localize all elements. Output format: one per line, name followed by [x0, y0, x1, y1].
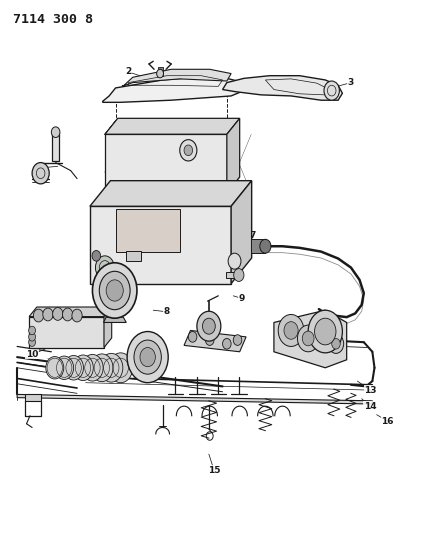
Circle shape: [202, 318, 215, 334]
Circle shape: [106, 280, 123, 301]
Circle shape: [109, 353, 133, 383]
Polygon shape: [126, 251, 141, 261]
Circle shape: [324, 81, 339, 100]
Circle shape: [184, 145, 193, 156]
Polygon shape: [98, 217, 223, 273]
Polygon shape: [17, 394, 372, 404]
Polygon shape: [231, 181, 252, 284]
Circle shape: [55, 356, 74, 379]
Circle shape: [233, 335, 242, 345]
Circle shape: [91, 354, 113, 382]
Polygon shape: [109, 309, 121, 318]
Text: 7114 300 8: 7114 300 8: [13, 13, 93, 26]
Polygon shape: [105, 134, 227, 193]
Circle shape: [43, 308, 53, 321]
Circle shape: [29, 333, 36, 341]
Text: 12: 12: [203, 333, 216, 341]
Polygon shape: [227, 118, 240, 193]
Polygon shape: [103, 77, 244, 102]
Polygon shape: [184, 330, 246, 352]
Text: 8: 8: [164, 308, 170, 316]
Circle shape: [234, 269, 244, 281]
Polygon shape: [122, 69, 231, 86]
Circle shape: [188, 332, 197, 342]
Circle shape: [64, 356, 83, 380]
Circle shape: [33, 309, 44, 322]
Circle shape: [320, 330, 330, 343]
Circle shape: [297, 325, 319, 352]
Circle shape: [316, 325, 335, 349]
Text: 1: 1: [38, 164, 44, 172]
Polygon shape: [104, 317, 126, 322]
Polygon shape: [25, 394, 41, 401]
Polygon shape: [226, 272, 239, 278]
Circle shape: [260, 239, 271, 253]
Polygon shape: [274, 310, 347, 368]
Circle shape: [29, 326, 36, 335]
Polygon shape: [29, 317, 104, 348]
Text: 11: 11: [135, 346, 148, 355]
Circle shape: [140, 348, 155, 367]
Text: 16: 16: [381, 417, 394, 425]
Text: 5: 5: [103, 166, 109, 175]
Circle shape: [332, 338, 340, 349]
Polygon shape: [158, 67, 163, 76]
Circle shape: [92, 251, 101, 261]
Circle shape: [228, 253, 241, 269]
Text: 10: 10: [26, 350, 38, 359]
Text: 9: 9: [239, 294, 245, 303]
Polygon shape: [29, 307, 112, 317]
Circle shape: [278, 314, 304, 346]
Text: 13: 13: [364, 386, 377, 394]
Circle shape: [308, 310, 342, 353]
Circle shape: [315, 318, 336, 345]
Circle shape: [157, 69, 163, 78]
Text: 6: 6: [220, 214, 226, 223]
Polygon shape: [251, 239, 265, 253]
Circle shape: [92, 263, 137, 318]
Circle shape: [205, 335, 214, 345]
Text: 2: 2: [125, 68, 131, 76]
Circle shape: [53, 308, 63, 320]
Polygon shape: [104, 307, 112, 348]
Text: 17: 17: [151, 246, 164, 255]
Polygon shape: [105, 118, 240, 134]
Circle shape: [127, 332, 168, 383]
Text: 3: 3: [348, 78, 354, 87]
Circle shape: [29, 338, 36, 346]
Circle shape: [197, 311, 221, 341]
Circle shape: [46, 357, 64, 379]
Circle shape: [180, 140, 197, 161]
Circle shape: [100, 353, 123, 382]
Text: 4: 4: [192, 145, 198, 154]
Circle shape: [223, 338, 231, 349]
Polygon shape: [90, 206, 231, 284]
Circle shape: [328, 334, 344, 353]
Text: 7: 7: [250, 231, 256, 240]
Text: 15: 15: [208, 466, 220, 474]
Circle shape: [82, 354, 103, 381]
Circle shape: [302, 331, 314, 346]
Polygon shape: [116, 209, 180, 252]
Circle shape: [134, 340, 161, 374]
Circle shape: [95, 256, 114, 279]
Circle shape: [72, 309, 82, 322]
Circle shape: [51, 127, 60, 138]
Circle shape: [32, 163, 49, 184]
Circle shape: [73, 355, 93, 381]
Polygon shape: [52, 133, 59, 161]
Polygon shape: [223, 76, 342, 100]
Text: 14: 14: [364, 402, 377, 410]
Circle shape: [62, 308, 73, 321]
Polygon shape: [90, 181, 252, 206]
Circle shape: [284, 322, 298, 340]
Circle shape: [99, 271, 130, 310]
